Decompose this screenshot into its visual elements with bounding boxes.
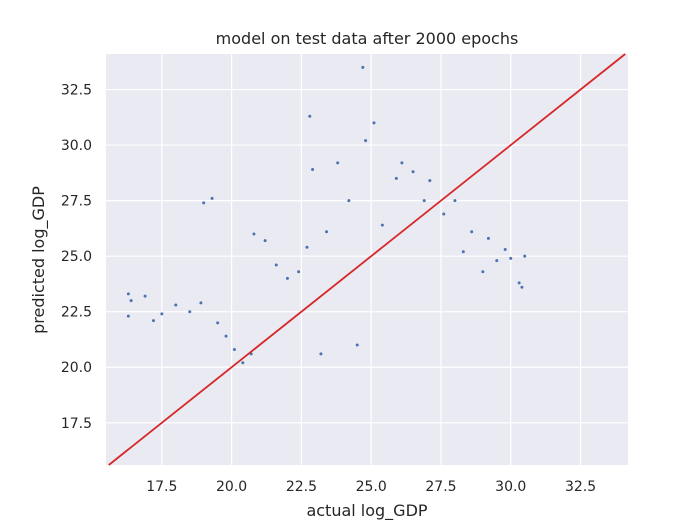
data-point <box>160 312 164 316</box>
data-point <box>224 334 228 338</box>
data-point <box>202 201 206 205</box>
data-point <box>486 236 490 240</box>
y-tick-label: 30.0 <box>61 138 92 154</box>
data-point <box>355 343 359 347</box>
data-point <box>126 314 130 318</box>
x-tick-label: 30.0 <box>495 479 526 495</box>
data-point <box>503 248 507 252</box>
data-points <box>126 65 527 365</box>
data-point <box>380 223 384 227</box>
data-point <box>151 319 155 323</box>
y-tick-label: 32.5 <box>61 83 92 99</box>
data-point <box>252 232 256 236</box>
data-point <box>428 179 432 183</box>
data-point <box>241 361 245 365</box>
data-point <box>517 281 521 285</box>
data-point <box>297 270 301 274</box>
data-point <box>311 168 315 172</box>
data-point <box>274 263 278 267</box>
data-point <box>210 196 214 200</box>
data-point <box>411 170 415 174</box>
data-point <box>305 245 309 249</box>
data-point <box>143 294 147 298</box>
data-point <box>422 199 426 203</box>
x-axis-title: actual log_GDP <box>306 501 427 521</box>
data-point <box>520 285 524 289</box>
y-axis-title: predicted log_GDP <box>29 186 49 334</box>
data-point <box>199 301 203 305</box>
data-point <box>319 352 323 356</box>
x-tick-labels: 17.5 20.0 22.5 25.0 27.5 30.0 32.5 <box>146 479 596 495</box>
x-tick-label: 17.5 <box>146 479 177 495</box>
data-point <box>232 347 236 351</box>
x-tick-label: 27.5 <box>425 479 456 495</box>
grid-lines <box>106 54 628 465</box>
data-point <box>129 299 133 303</box>
reference-line <box>108 53 626 466</box>
data-point <box>394 176 398 180</box>
x-tick-label: 32.5 <box>565 479 596 495</box>
data-point <box>470 230 474 234</box>
y-tick-label: 20.0 <box>61 360 92 376</box>
data-point <box>285 276 289 280</box>
y-tick-label: 25.0 <box>61 249 92 265</box>
data-point <box>216 321 220 325</box>
data-point <box>263 239 267 243</box>
data-point <box>347 199 351 203</box>
data-point <box>523 254 527 258</box>
data-point <box>372 121 376 125</box>
data-point <box>126 292 130 296</box>
y-tick-label: 17.5 <box>61 416 92 432</box>
y-tick-label: 22.5 <box>61 305 92 321</box>
data-point <box>461 250 465 254</box>
data-point <box>442 212 446 216</box>
data-point <box>453 199 457 203</box>
x-tick-label: 20.0 <box>216 479 247 495</box>
data-point <box>325 230 329 234</box>
data-point <box>364 139 368 143</box>
data-point <box>188 310 192 314</box>
chart-title: model on test data after 2000 epochs <box>216 29 519 48</box>
x-tick-label: 22.5 <box>286 479 317 495</box>
data-point <box>509 256 513 260</box>
y-tick-labels: 17.5 20.0 22.5 25.0 27.5 30.0 32.5 <box>61 83 92 432</box>
data-point <box>174 303 178 307</box>
data-point <box>495 259 499 263</box>
data-point <box>400 161 404 165</box>
x-tick-label: 25.0 <box>356 479 387 495</box>
data-point <box>336 161 340 165</box>
data-point <box>308 114 312 118</box>
data-point <box>481 270 485 274</box>
data-point <box>361 65 365 69</box>
y-tick-label: 27.5 <box>61 194 92 210</box>
